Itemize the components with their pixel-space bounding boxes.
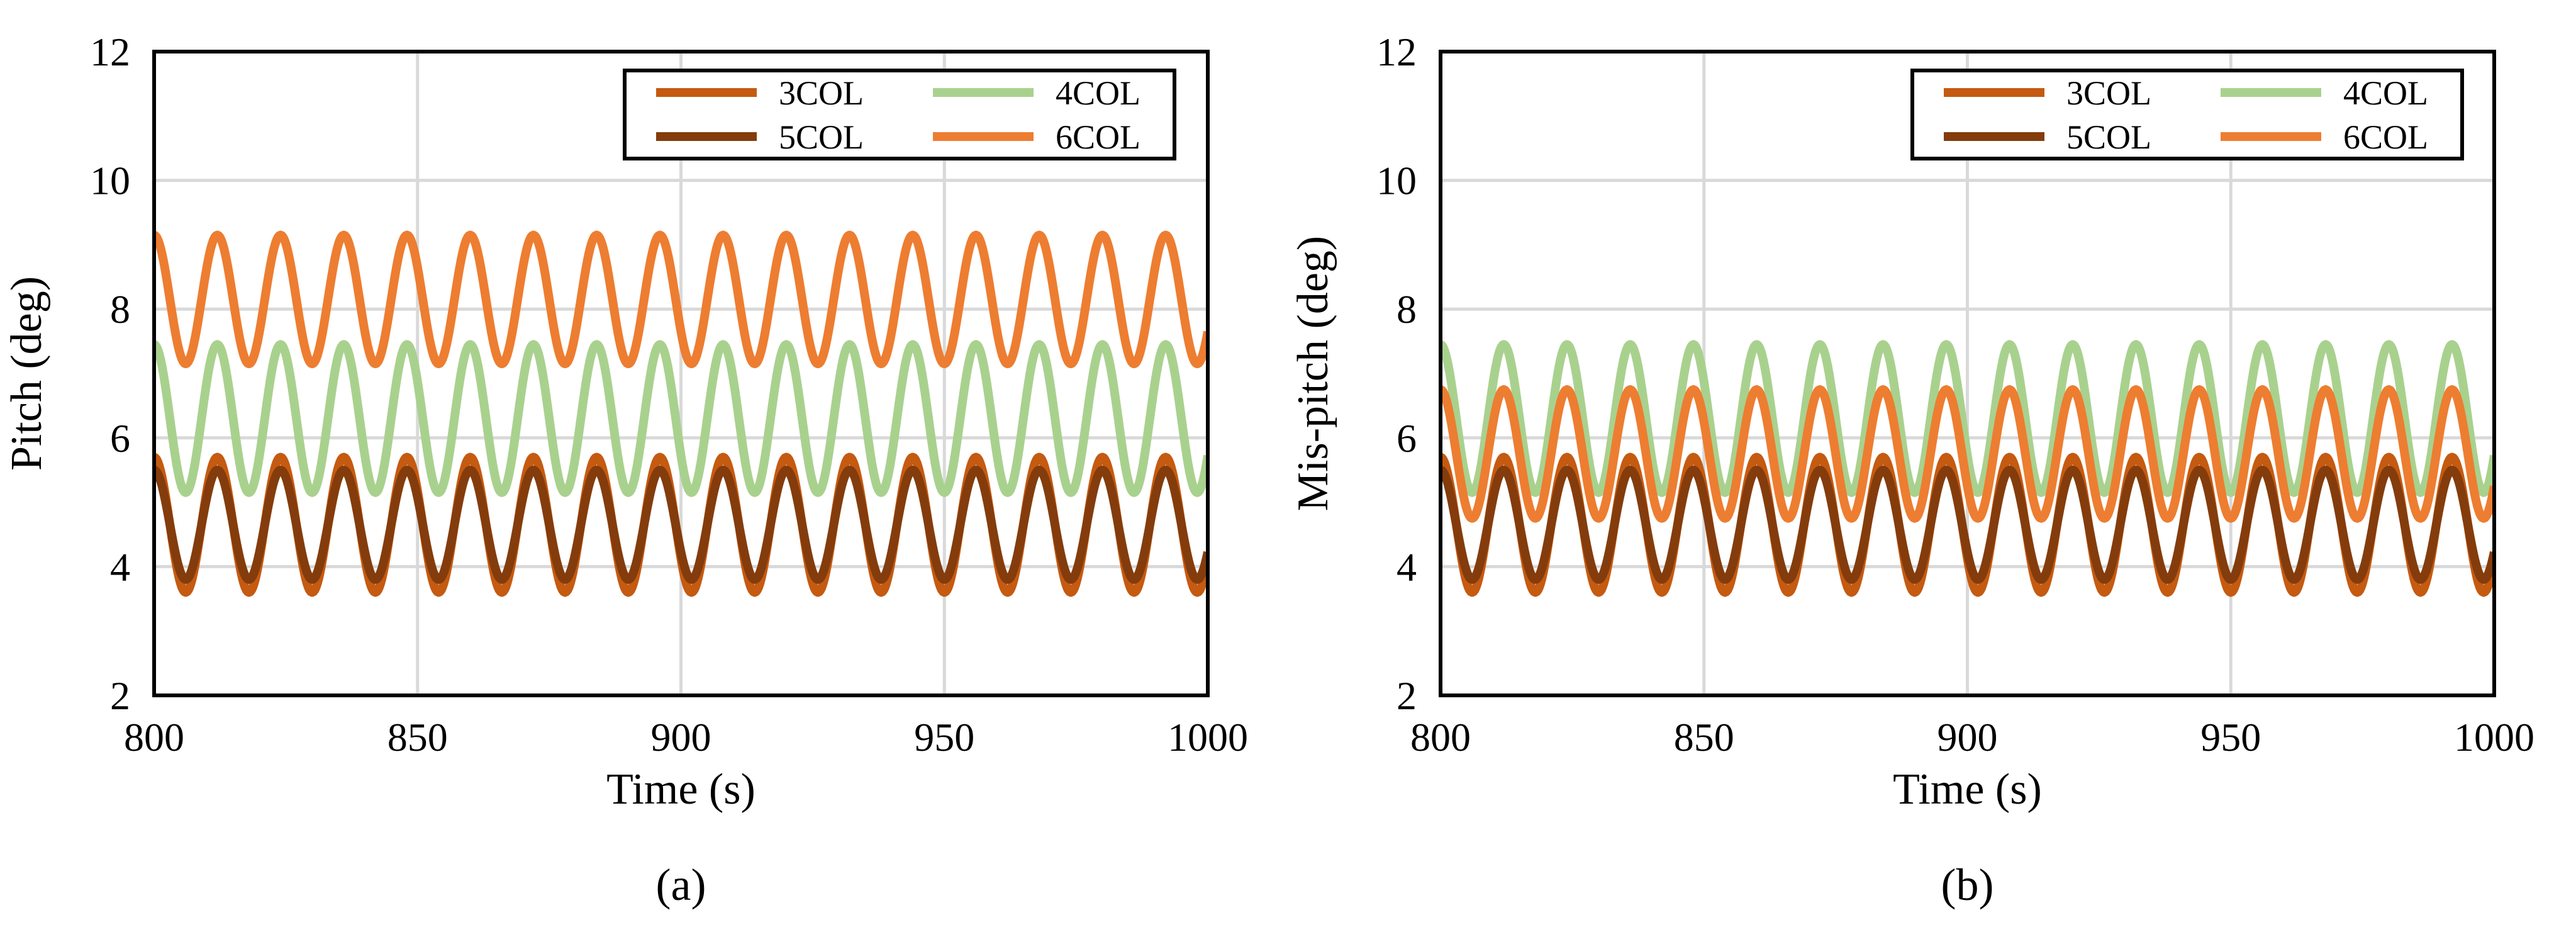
- legend-label-4col: 4COL: [1056, 74, 1140, 112]
- x-tick-label: 850: [1674, 715, 1734, 760]
- x-tick-label: 900: [651, 715, 711, 760]
- x-tick-label: 950: [914, 715, 974, 760]
- x-tick-label: 800: [124, 715, 184, 760]
- x-tick-label: 1000: [2454, 715, 2534, 760]
- panel-caption: (a): [656, 860, 706, 910]
- y-tick-label: 6: [1397, 416, 1417, 461]
- y-tick-label: 6: [110, 416, 130, 461]
- legend-label-4col: 4COL: [2343, 74, 2428, 112]
- x-axis-title: Time (s): [1893, 765, 2042, 814]
- y-tick-label: 4: [1397, 544, 1417, 589]
- series-line-5col: [1441, 465, 2494, 584]
- legend: 3COL 4COL 5COL 6COL: [623, 69, 1176, 160]
- plot-frame: [1439, 50, 2496, 697]
- y-tick-label: 8: [1397, 287, 1417, 332]
- series-line-6col: [1441, 385, 2494, 523]
- chart-panel-1: 2 4 6 8 10 12 800 850 900 950 1000 Time (s) Pitch (d…: [3, 30, 1248, 814]
- x-tick-label: 850: [388, 715, 448, 760]
- series-line-6col: [154, 230, 1208, 369]
- legend-label-3col: 3COL: [779, 74, 864, 112]
- x-tick-label: 800: [1410, 715, 1471, 760]
- y-axis-title: Mis-pitch (deg): [1289, 236, 1337, 511]
- y-tick-label: 10: [90, 159, 130, 203]
- legend-label-6col: 6COL: [2343, 118, 2428, 156]
- y-tick-label: 4: [110, 544, 130, 589]
- y-tick-label: 12: [1376, 30, 1417, 74]
- y-tick-label: 8: [110, 287, 130, 332]
- y-tick-label: 2: [1397, 673, 1417, 718]
- chart-panel-2: 2 4 6 8 10 12 800 850 900 950 1000 Time (s) Mis-pitc…: [1289, 30, 2534, 814]
- y-tick-label: 12: [90, 30, 130, 74]
- x-tick-label: 900: [1938, 715, 1998, 760]
- y-axis-title: Pitch (deg): [3, 276, 51, 471]
- series-line-5col: [154, 465, 1208, 584]
- legend-label-3col: 3COL: [2066, 74, 2151, 112]
- series-line-4col: [1441, 340, 2494, 497]
- x-tick-label: 950: [2200, 715, 2261, 760]
- legend-box: [623, 69, 1176, 160]
- legend-label-6col: 6COL: [1056, 118, 1140, 156]
- legend: 3COL 4COL 5COL 6COL: [1910, 69, 2464, 160]
- legend-box: [1910, 69, 2464, 160]
- y-tick-label: 2: [110, 673, 130, 718]
- plot-frame: [152, 50, 1210, 697]
- series-line-4col: [154, 340, 1208, 497]
- x-axis-title: Time (s): [606, 765, 756, 814]
- y-tick-label: 10: [1376, 159, 1417, 203]
- legend-label-5col: 5COL: [2066, 118, 2151, 156]
- x-tick-label: 1000: [1168, 715, 1248, 760]
- panel-caption: (b): [1941, 860, 1994, 910]
- legend-label-5col: 5COL: [779, 118, 864, 156]
